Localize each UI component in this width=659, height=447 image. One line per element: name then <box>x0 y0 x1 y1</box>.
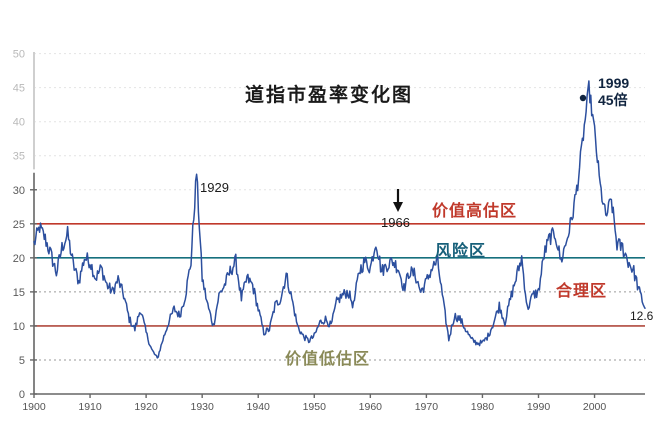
annotation-1999-year: 1999 <box>598 75 629 91</box>
y-tick-label-40: 40 <box>13 117 25 129</box>
y-tick-label-25: 25 <box>13 219 25 231</box>
chart-title: 道指市盈率变化图 <box>245 83 413 106</box>
peak-1999-marker-dot <box>579 94 587 102</box>
series-line-0 <box>33 80 646 359</box>
y-tick-label-45: 45 <box>13 83 25 95</box>
reasonable-zone-label: 合理区 <box>556 281 607 300</box>
data-series-group <box>33 80 646 359</box>
annotation-1966-arrow-icon <box>393 189 403 212</box>
x-tick-label-1970: 1970 <box>415 401 439 413</box>
y-tick-label-30: 30 <box>13 185 25 197</box>
annotation-end-value: 12.6 <box>630 309 654 323</box>
y-tick-label-5: 5 <box>19 355 25 367</box>
x-tick-label-1960: 1960 <box>359 401 383 413</box>
undervalued-zone-label: 价值低估区 <box>285 349 370 368</box>
y-tick-label-0: 0 <box>19 389 25 401</box>
annotation-1966-label: 1966 <box>381 215 410 230</box>
gridlines-group <box>34 53 645 361</box>
y-tick-label-15: 15 <box>13 287 25 299</box>
x-axis-ticks-group: 1900 1910 1920 1930 1940 1950 1960 1970 1980 1990… <box>22 394 606 413</box>
y-tick-label-10: 10 <box>13 321 25 333</box>
x-tick-label-1990: 1990 <box>527 401 551 413</box>
axes-group <box>33 52 645 395</box>
y-tick-label-20: 20 <box>13 253 25 265</box>
x-tick-label-2000: 2000 <box>583 401 607 413</box>
x-tick-label-1920: 1920 <box>134 401 158 413</box>
annotation-1999-value: 45倍 <box>598 92 628 108</box>
x-tick-label-1900: 1900 <box>22 401 46 413</box>
x-tick-label-1910: 1910 <box>78 401 102 413</box>
x-tick-label-1940: 1940 <box>247 401 271 413</box>
y-tick-label-50: 50 <box>13 49 25 61</box>
annotation-1929-label: 1929 <box>200 180 229 195</box>
x-tick-label-1950: 1950 <box>303 401 327 413</box>
y-axis-ticks-group: 0 5 10 15 20 25 30 35 40 45 50 <box>13 49 37 401</box>
x-tick-label-1980: 1980 <box>471 401 495 413</box>
overvalued-zone-label: 价值高估区 <box>432 201 517 220</box>
x-tick-label-1930: 1930 <box>190 401 214 413</box>
risk-zone-label: 风险区 <box>435 241 486 260</box>
y-tick-label-35: 35 <box>13 151 25 163</box>
